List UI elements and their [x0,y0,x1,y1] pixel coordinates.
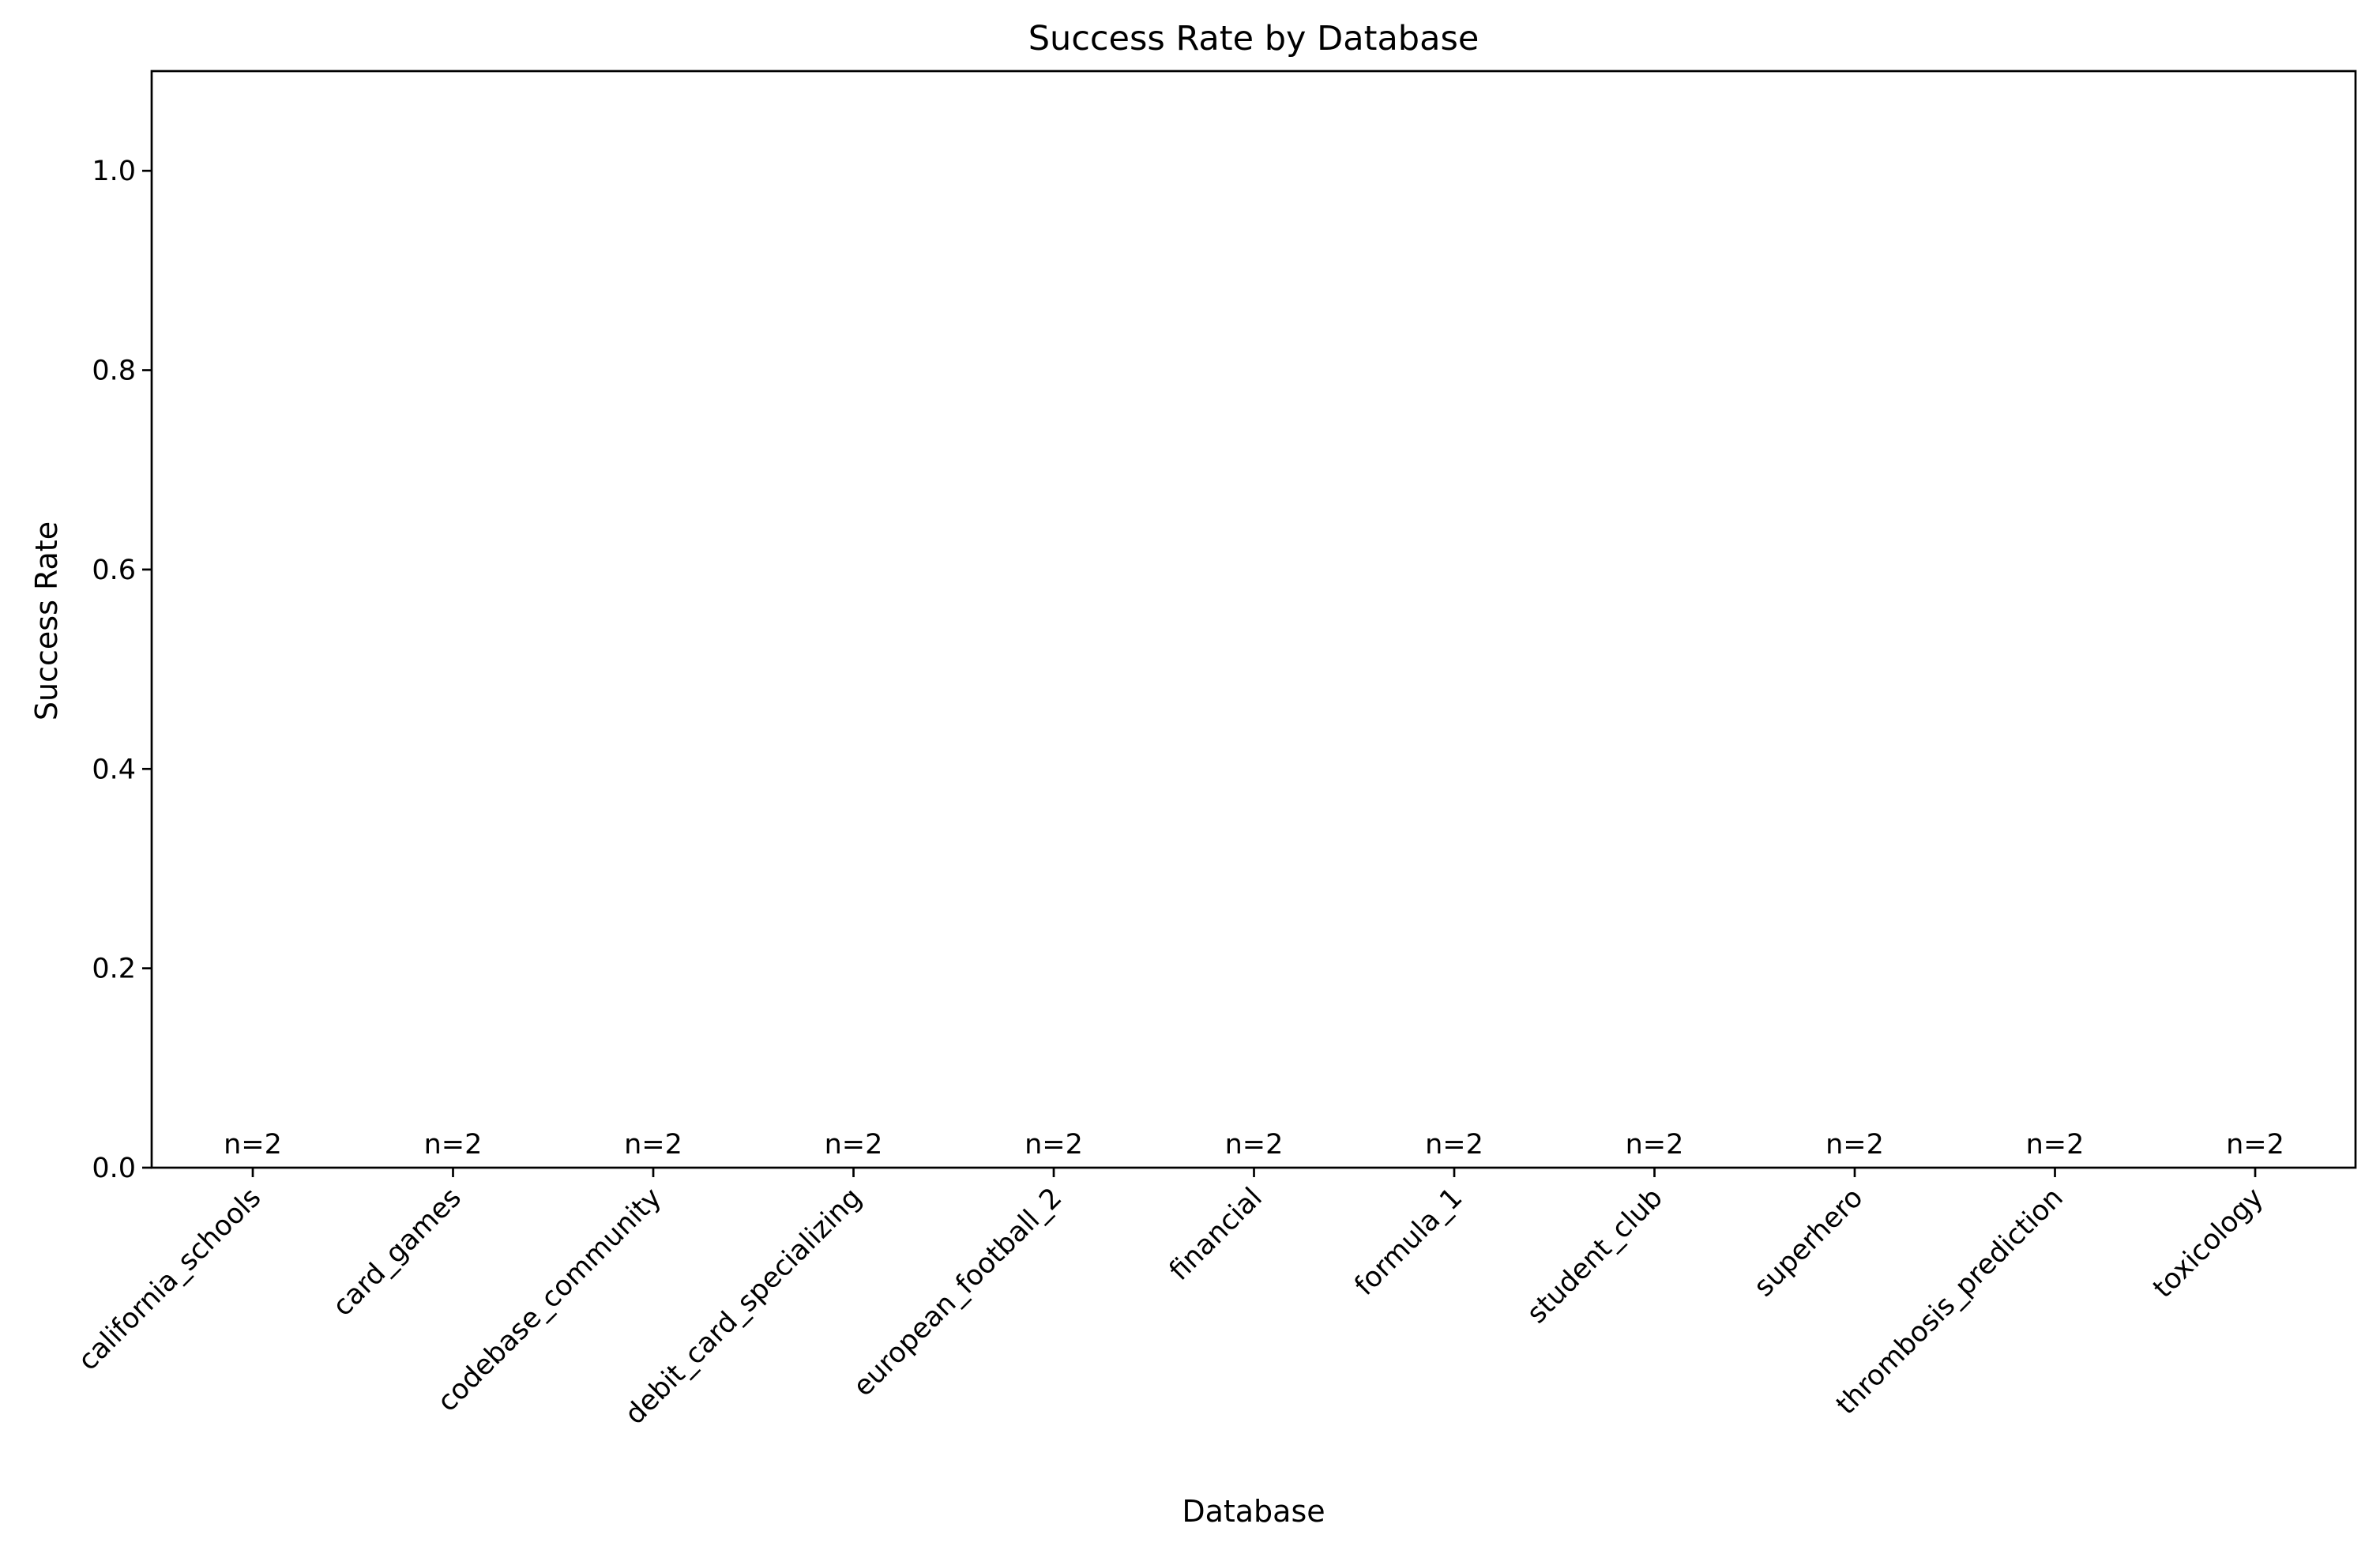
plot-area-frame [150,70,2357,1169]
bar-annotation: n=2 [2226,1129,2284,1161]
y-axis-ticks: 0.0 0.2 0.4 0.6 0.8 1.0 [92,156,152,1184]
bar-annotation: n=2 [1626,1129,1684,1161]
y-axis-label: Success Rate [29,521,64,721]
y-tick-label: 0.2 [92,954,136,985]
y-tick-label: 0.4 [92,754,136,785]
bar-annotation: n=2 [224,1129,282,1161]
bar-annotation: n=2 [1225,1129,1284,1161]
bar-annotation: n=2 [1025,1129,1083,1161]
y-tick-label: 0.8 [92,356,136,387]
bar-annotations-layer: n=2 n=2 n=2 n=2 n=2 n=2 n=2 n=2 n=2 n=2 n=2 [224,1129,2284,1161]
bar-annotation: n=2 [624,1129,682,1161]
bar-annotation: n=2 [424,1129,483,1161]
y-tick-label: 0.0 [92,1153,136,1184]
y-tick-label: 0.6 [92,555,136,586]
bar-annotation: n=2 [2026,1129,2085,1161]
y-tick-label: 1.0 [92,156,136,187]
x-axis-label: Database [1182,1494,1325,1529]
bar-annotation: n=2 [1825,1129,1884,1161]
bar-annotation: n=2 [1425,1129,1483,1161]
chart-title: Success Rate by Database [1028,19,1480,58]
bar-annotation: n=2 [825,1129,883,1161]
